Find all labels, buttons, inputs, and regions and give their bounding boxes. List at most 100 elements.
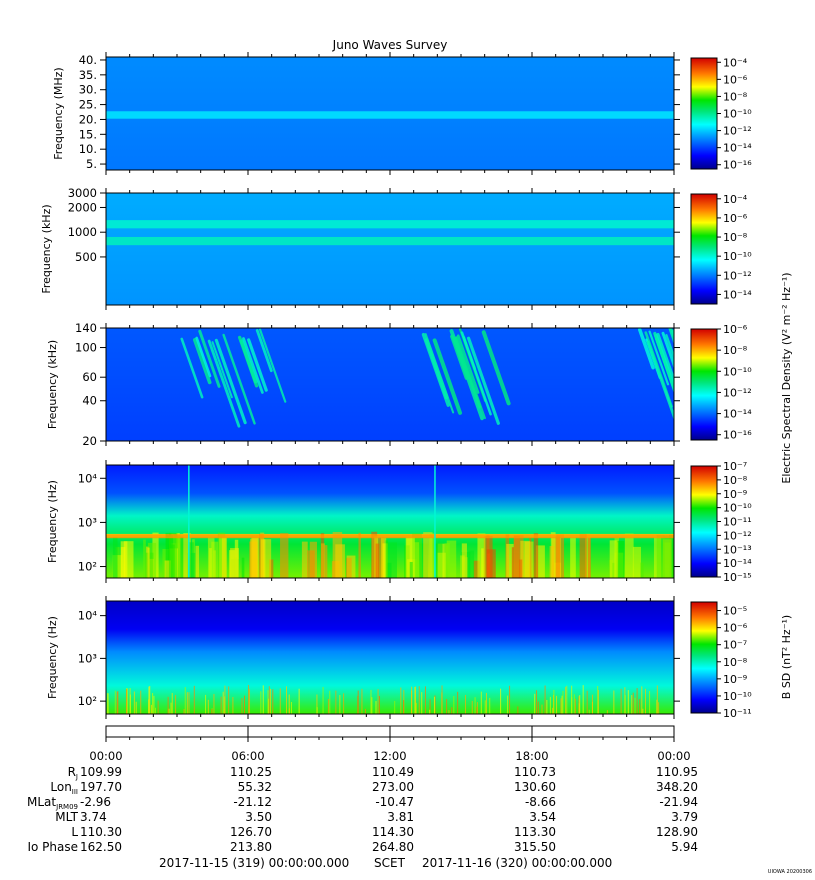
y-axis-label: Frequency (kHz) bbox=[46, 340, 59, 429]
ephemeris-value: 3.79 bbox=[671, 810, 698, 824]
colorbar-tick-label: 10⁻¹⁰ bbox=[723, 250, 752, 263]
colorbar-label: Electric Spectral Density (V² m⁻² Hz⁻¹) bbox=[780, 272, 793, 483]
x-tick-label: 00:00 bbox=[657, 749, 690, 763]
colorbar-2: 10⁻⁴ 10⁻⁶ 10⁻⁸ 10⁻¹⁰ 10⁻¹² 10⁻¹⁴ bbox=[690, 193, 752, 305]
colorbar-1: 10⁻⁴ 10⁻⁶ 10⁻⁸ 10⁻¹⁰ 10⁻¹² 10⁻¹⁴ 10⁻¹⁶ bbox=[690, 56, 752, 172]
ephemeris-value: 3.74 bbox=[80, 810, 107, 824]
y-tick-label: 10³ bbox=[78, 515, 98, 529]
y-tick-label: 10³ bbox=[78, 651, 98, 665]
colorbar-tick-label: 10⁻¹⁰ bbox=[723, 690, 752, 703]
y-tick-label: 140 bbox=[75, 321, 97, 335]
colorbar-tick-label: 10⁻¹¹ bbox=[723, 516, 752, 529]
spectrogram-panel-1: 40.35.30.25.20.15.10.5. Frequency (MHz) 10… bbox=[52, 52, 752, 175]
colorbar-tick-label: 10⁻⁴ bbox=[723, 193, 748, 206]
colorbar-tick-label: 10⁻¹⁵ bbox=[723, 571, 752, 584]
ephemeris-value: 110.73 bbox=[514, 765, 556, 779]
figure-title: Juno Waves Survey bbox=[332, 38, 448, 52]
spectrogram-panels: 40.35.30.25.20.15.10.5. Frequency (MHz) 10… bbox=[40, 52, 793, 720]
ephemeris-value: 3.50 bbox=[245, 810, 272, 824]
ephemeris-value: 109.99 bbox=[80, 765, 122, 779]
y-axis-label: Frequency (MHz) bbox=[52, 67, 65, 159]
y-tick-label: 20 bbox=[82, 434, 97, 448]
colorbar-tick-label: 10⁻⁶ bbox=[723, 212, 748, 225]
colorbar-tick-label: 10⁻¹⁴ bbox=[723, 288, 752, 301]
credit-stamp: UIOWA 20200306 bbox=[768, 869, 812, 875]
y-tick-label: 40 bbox=[82, 394, 97, 408]
ephemeris-label: LonIII bbox=[50, 780, 78, 796]
colorbar-tick-label: 10⁻¹² bbox=[723, 269, 752, 282]
y-tick-label: 10⁴ bbox=[78, 471, 98, 485]
colorbar-tick-label: 10⁻¹² bbox=[723, 386, 752, 399]
colorbar-tick-label: 10⁻⁸ bbox=[723, 474, 748, 487]
y-tick-label: 10² bbox=[78, 560, 97, 574]
y-tick-label: 25. bbox=[79, 98, 97, 112]
emission-band-1 bbox=[106, 220, 674, 229]
y-tick-label: 40. bbox=[79, 53, 97, 67]
colorbar-tick-label: 10⁻¹⁴ bbox=[723, 408, 752, 421]
ephemeris-row-mlat: MLatJRM09 -2.96 -21.12 -10.47 -8.66 -21.94 bbox=[27, 795, 698, 811]
x-tick-label: 06:00 bbox=[231, 749, 264, 763]
ephemeris-value: 162.50 bbox=[80, 840, 122, 854]
spectrogram-panel-4: 10⁴ 10³ 10² Frequency (Hz) 10⁻⁷10⁻⁸10⁻⁹10⁻¹⁰… bbox=[46, 460, 752, 584]
ephemeris-value: 264.80 bbox=[372, 840, 414, 854]
ephemeris-value: 348.20 bbox=[656, 780, 698, 794]
colorbar-tick-label: 10⁻⁹ bbox=[723, 488, 747, 501]
ephemeris-row-l: L 110.30 126.70 114.30 113.30 128.90 bbox=[71, 825, 698, 839]
spectrogram-image-2 bbox=[106, 193, 674, 305]
ephemeris-value: 5.94 bbox=[671, 840, 698, 854]
ephemeris-value: 130.60 bbox=[514, 780, 556, 794]
colorbar-5: 10⁻⁵ 10⁻⁶ 10⁻⁷ 10⁻⁸ 10⁻⁹ 10⁻¹⁰ 10⁻¹¹ bbox=[690, 601, 752, 720]
colorbar-tick-label: 10⁻¹⁴ bbox=[723, 142, 752, 155]
colorbar-tick-label: 10⁻⁸ bbox=[723, 344, 748, 357]
emission-band-2 bbox=[106, 236, 674, 246]
spectrogram-image-4 bbox=[106, 465, 674, 578]
colorbar-tick-label: 10⁻⁷ bbox=[723, 460, 747, 473]
ephemeris-value: -10.47 bbox=[375, 795, 414, 809]
colorbar-tick-label: 10⁻⁷ bbox=[723, 639, 747, 652]
colorbar-label: B SD (nT² Hz⁻¹) bbox=[780, 615, 793, 699]
colorbar-tick-label: 10⁻⁶ bbox=[723, 73, 748, 86]
ephemeris-label: MLatJRM09 bbox=[27, 795, 78, 811]
scet-end: 2017-11-16 (320) 00:00:00.000 bbox=[422, 856, 612, 870]
ephemeris-value: 197.70 bbox=[80, 780, 122, 794]
spectrogram-panel-3: 140 100 60 40 20 Frequency (kHz) 10⁻⁶ 10⁻⁸ 10⁻¹⁰… bbox=[46, 272, 793, 483]
ephemeris-label: Io Phase bbox=[27, 840, 78, 854]
ephemeris-value: 213.80 bbox=[230, 840, 272, 854]
y-tick-label: 1000 bbox=[68, 225, 97, 239]
colorbar-tick-label: 10⁻¹⁰ bbox=[723, 365, 752, 378]
colorbar-tick-label: 10⁻¹⁶ bbox=[723, 159, 752, 172]
ephemeris-value: 55.32 bbox=[238, 780, 272, 794]
ephemeris-label: MLT bbox=[55, 810, 78, 824]
y-tick-label: 30. bbox=[79, 83, 97, 97]
colorbar-tick-label: 10⁻¹⁴ bbox=[723, 557, 752, 570]
colorbar-tick-label: 10⁻¹² bbox=[723, 125, 752, 138]
colorbar-tick-label: 10⁻¹¹ bbox=[723, 707, 752, 720]
ephemeris-value: 128.90 bbox=[656, 825, 698, 839]
y-tick-label: 35. bbox=[79, 68, 97, 82]
ephemeris-label: RJ bbox=[68, 765, 78, 781]
ephemeris-value: -8.66 bbox=[525, 795, 556, 809]
colorbar-tick-label: 10⁻⁶ bbox=[723, 323, 748, 336]
colorbar-tick-label: 10⁻¹⁰ bbox=[723, 108, 752, 121]
spectrogram-image-5 bbox=[106, 601, 674, 714]
ephemeris-value: 110.49 bbox=[372, 765, 414, 779]
y-tick-label: 10. bbox=[79, 142, 97, 156]
y-axis-label: Frequency (kHz) bbox=[40, 204, 53, 293]
colorbar-tick-label: 10⁻⁸ bbox=[723, 656, 748, 669]
y-tick-label: 15. bbox=[79, 127, 97, 141]
ephemeris-value: -2.96 bbox=[80, 795, 111, 809]
y-axis-label: Frequency (Hz) bbox=[46, 480, 59, 563]
ephemeris-value: -21.94 bbox=[659, 795, 698, 809]
ephemeris-value: 110.30 bbox=[80, 825, 122, 839]
colorbar-tick-label: 10⁻⁸ bbox=[723, 90, 748, 103]
y-tick-label: 100 bbox=[75, 341, 97, 355]
y-tick-label: 500 bbox=[75, 250, 97, 264]
radio-burst-3 bbox=[638, 328, 674, 421]
colorbar-3: 10⁻⁶ 10⁻⁸ 10⁻¹⁰ 10⁻¹² 10⁻¹⁴ 10⁻¹⁶ bbox=[690, 323, 752, 442]
colorbar-4: 10⁻⁷10⁻⁸10⁻⁹10⁻¹⁰10⁻¹¹10⁻¹²10⁻¹³10⁻¹⁴10⁻… bbox=[690, 460, 752, 584]
ephemeris-value: -21.12 bbox=[233, 795, 272, 809]
y-tick-label: 10² bbox=[78, 694, 97, 708]
